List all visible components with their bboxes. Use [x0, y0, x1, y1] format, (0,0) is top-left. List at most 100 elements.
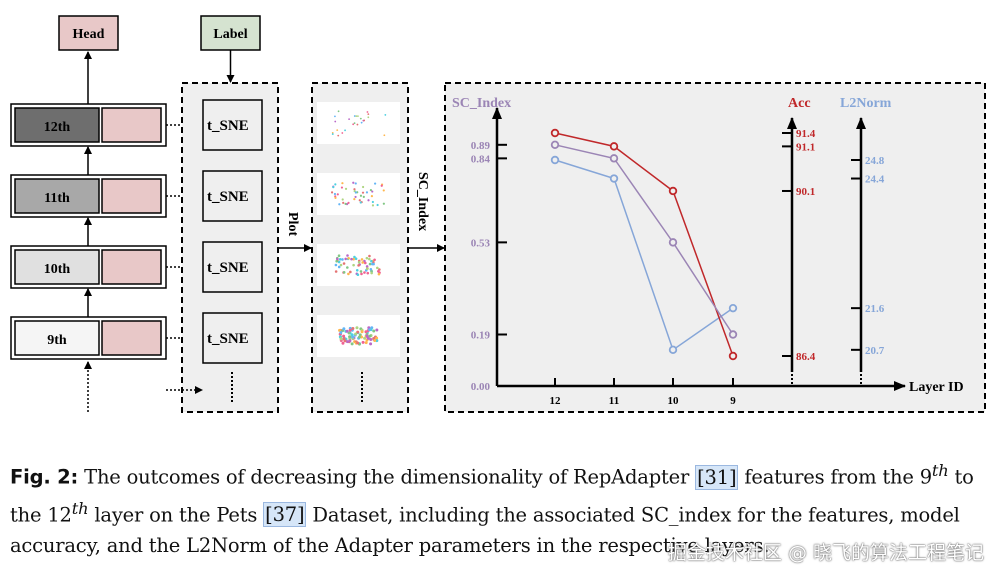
superscript: th — [931, 461, 949, 480]
l2norm-axis-label: L2Norm — [840, 96, 892, 111]
scatter-dot — [370, 195, 374, 198]
scatter-dot — [368, 334, 372, 338]
scatter-dot — [330, 191, 334, 194]
citation-link[interactable]: [37] — [263, 502, 307, 527]
scatter-dot — [341, 198, 344, 201]
scatter-dot — [348, 328, 352, 332]
acc-data-point — [609, 142, 619, 151]
l2norm-data-point — [609, 174, 619, 183]
scatter-dot — [366, 271, 370, 275]
sc_index-data-point — [728, 330, 738, 339]
sc_index-data-point — [609, 154, 619, 163]
scatter-dot — [371, 190, 374, 193]
tsne-box — [202, 241, 263, 293]
scatter-dot — [336, 257, 339, 261]
scatter-dot — [342, 271, 346, 274]
sc_index-data-point — [550, 140, 560, 150]
scatter-dot — [337, 265, 341, 269]
l2norm-tick-label: 24.4 — [865, 174, 885, 186]
scatter-dot — [368, 254, 371, 258]
scatter-dot — [354, 182, 357, 185]
scatter-dot — [342, 334, 346, 338]
chart-panel — [444, 82, 986, 413]
scatter-dot — [335, 259, 338, 263]
layer-feature-box — [14, 320, 100, 356]
sc_index-data-point — [668, 238, 678, 247]
scatter-dot — [337, 134, 340, 137]
layer-block: 9th — [10, 316, 167, 360]
scatter-dot — [337, 260, 341, 264]
scatter-dot — [354, 191, 357, 194]
scatter-dot — [360, 330, 364, 334]
scatter-dot — [341, 341, 345, 345]
layer-block: 10th — [10, 245, 167, 289]
figure-label: Fig. 2: — [10, 465, 79, 489]
tsne-box — [202, 99, 263, 151]
acc-data-point — [550, 128, 560, 138]
scatter-dot — [342, 327, 346, 331]
tsne-label: t_SNE — [207, 260, 249, 276]
sc-index-tick-label: 0.89 — [471, 140, 491, 152]
caption-text: layer on the Pets — [88, 503, 264, 526]
scatter-dot — [361, 191, 365, 194]
acc-tick-label: 91.1 — [796, 141, 815, 153]
tsne-plot-image — [317, 173, 400, 215]
caption-text: features from the 9 — [738, 465, 932, 489]
scatter-dot — [334, 183, 337, 186]
x-tick-label: 9 — [730, 395, 736, 407]
scatter-dot — [357, 115, 359, 118]
line-chart: Layer ID 12 11 10 9 SC_Index Acc L2Norm 0.890.84… — [452, 96, 964, 407]
watermark: 掘金技术社区 @ 晓飞的算法工程笔记 — [667, 542, 984, 564]
tsne-label: t_SNE — [207, 331, 249, 347]
acc-data-point — [668, 186, 678, 196]
sc-index-tick-label: 0.53 — [471, 237, 491, 249]
sc-index-tick-label: 0.84 — [471, 153, 491, 165]
plot-label: Plot — [285, 212, 300, 236]
scatter-dot — [355, 268, 359, 272]
scatter-dot — [334, 115, 336, 118]
layer-feature-box — [14, 178, 100, 214]
scatter-dot — [371, 262, 374, 266]
scatter-dot — [373, 339, 377, 343]
scatter-dot — [353, 188, 356, 191]
scatter-dot — [361, 261, 364, 264]
scatter-dot — [360, 258, 364, 261]
sc-index-tick-label: 0.19 — [471, 330, 491, 342]
caption-text: Dataset, including the associated SC_ind… — [10, 503, 960, 557]
scatter-dot — [360, 272, 363, 276]
scatter-dot — [359, 270, 363, 273]
adapter-box — [101, 320, 162, 356]
layer-block: 12th — [10, 103, 167, 147]
scatter-dot — [354, 257, 358, 261]
scatter-dot — [348, 339, 352, 343]
scatter-dot — [363, 119, 366, 122]
superscript: th — [71, 498, 89, 518]
scatter-dot — [344, 129, 346, 132]
l2norm-series-line — [554, 159, 734, 352]
scatter-dot — [353, 255, 356, 259]
scatter-dot — [336, 193, 339, 196]
scatter-dot — [339, 263, 343, 267]
scatter-dot — [380, 184, 383, 187]
scatter-dot — [350, 342, 354, 346]
scatter-dot — [369, 267, 373, 271]
scatter-dot — [368, 257, 371, 261]
citation-link[interactable]: [31] — [695, 464, 739, 490]
scatter-dot — [348, 335, 352, 339]
layer-label: 9th — [47, 333, 67, 348]
scatter-dot — [344, 187, 348, 190]
scatter-dot — [366, 336, 370, 340]
acc-tick-label: 91.4 — [796, 128, 816, 140]
x-axis-label: Layer ID — [909, 380, 964, 395]
scatter-dot — [366, 111, 369, 113]
scatter-dot — [340, 186, 344, 189]
scatter-dot — [337, 254, 341, 258]
scatter-dot — [341, 258, 344, 261]
scatter-dot — [361, 340, 365, 344]
figure-caption: Fig. 2: The outcomes of decreasing the d… — [10, 455, 990, 561]
scatter-dot — [334, 270, 338, 273]
scatter-dot — [344, 257, 347, 261]
adapter-box — [101, 249, 162, 285]
scatter-dot — [347, 201, 350, 204]
scatter-dot — [342, 262, 346, 265]
